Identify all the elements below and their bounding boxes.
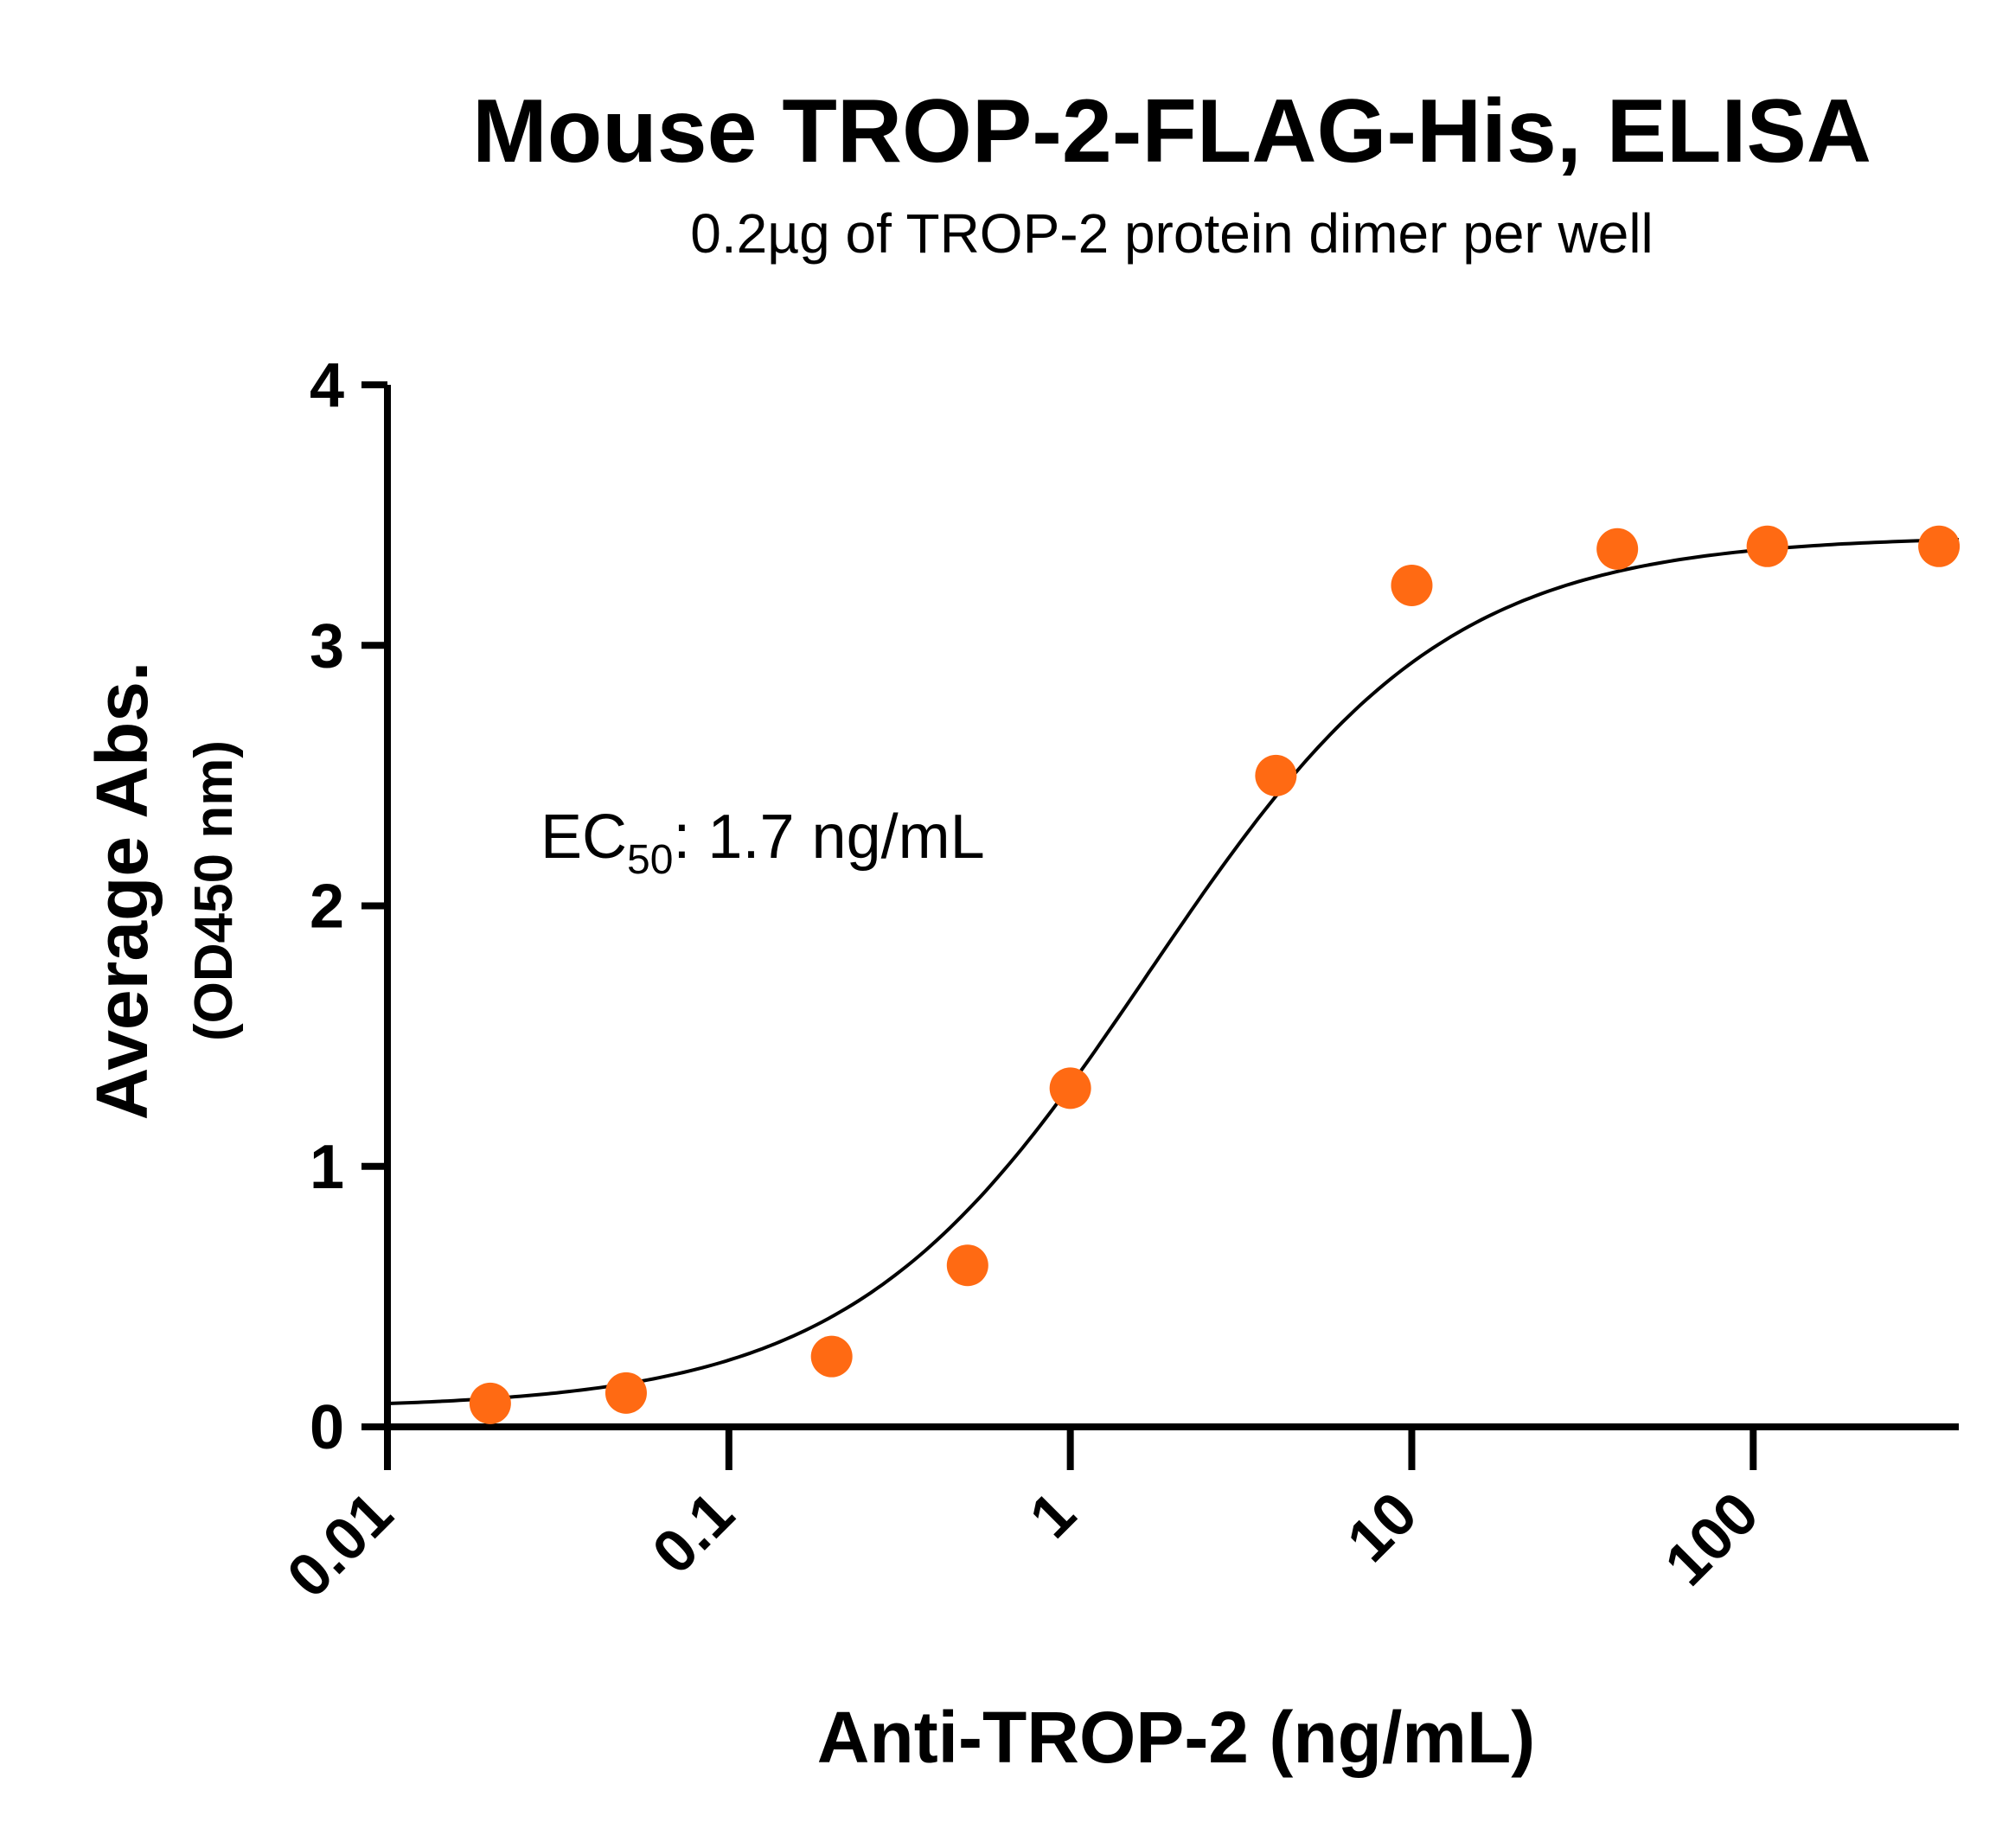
data-point	[1391, 564, 1433, 606]
chart-subtitle: 0.2µg of TROP-2 protein dimer per well	[690, 202, 1654, 265]
data-point	[1746, 525, 1788, 567]
x-tick-label: 0.1	[639, 1479, 746, 1586]
x-axis-title: Anti-TROP-2 (ng/mL)	[817, 1697, 1536, 1778]
y-axis-title: Average Abs.	[81, 662, 163, 1121]
y-tick-label: 2	[310, 873, 344, 942]
ec50-annotation: EC50: 1.7 ng/mL	[541, 803, 985, 883]
axes	[384, 385, 1959, 1430]
ec50-annotation-suffix: : 1.7 ng/mL	[673, 803, 984, 872]
y-tick-label: 4	[310, 351, 344, 420]
x-tick-label: 100	[1652, 1479, 1771, 1598]
ec50-annotation-subscript: 50	[627, 837, 673, 883]
data-point	[946, 1244, 988, 1287]
x-tick-label: 0.01	[274, 1479, 405, 1609]
ec50-annotation-prefix: EC	[541, 803, 627, 872]
y-tick-label: 0	[310, 1393, 344, 1462]
data-point	[1918, 525, 1961, 567]
y-axis-subtitle: (OD450 nm)	[184, 740, 244, 1041]
y-tick-label: 1	[310, 1133, 344, 1202]
data-point	[469, 1382, 511, 1424]
x-tick-label: 10	[1334, 1479, 1430, 1574]
data-point	[1255, 754, 1297, 796]
y-tick-label: 3	[310, 611, 344, 681]
data-point	[1049, 1067, 1091, 1109]
fit-layer	[387, 538, 1960, 1405]
fit-curve	[387, 538, 1960, 1405]
data-point	[1596, 528, 1639, 570]
data-point	[810, 1335, 853, 1378]
chart-title: Mouse TROP-2-FLAG-His, ELISA	[472, 81, 1871, 182]
y-axis-title-group: Average Abs. (OD450 nm)	[81, 662, 244, 1121]
data-point	[604, 1372, 647, 1414]
x-tick-label: 1	[1017, 1479, 1089, 1551]
data-points	[469, 525, 1961, 1424]
